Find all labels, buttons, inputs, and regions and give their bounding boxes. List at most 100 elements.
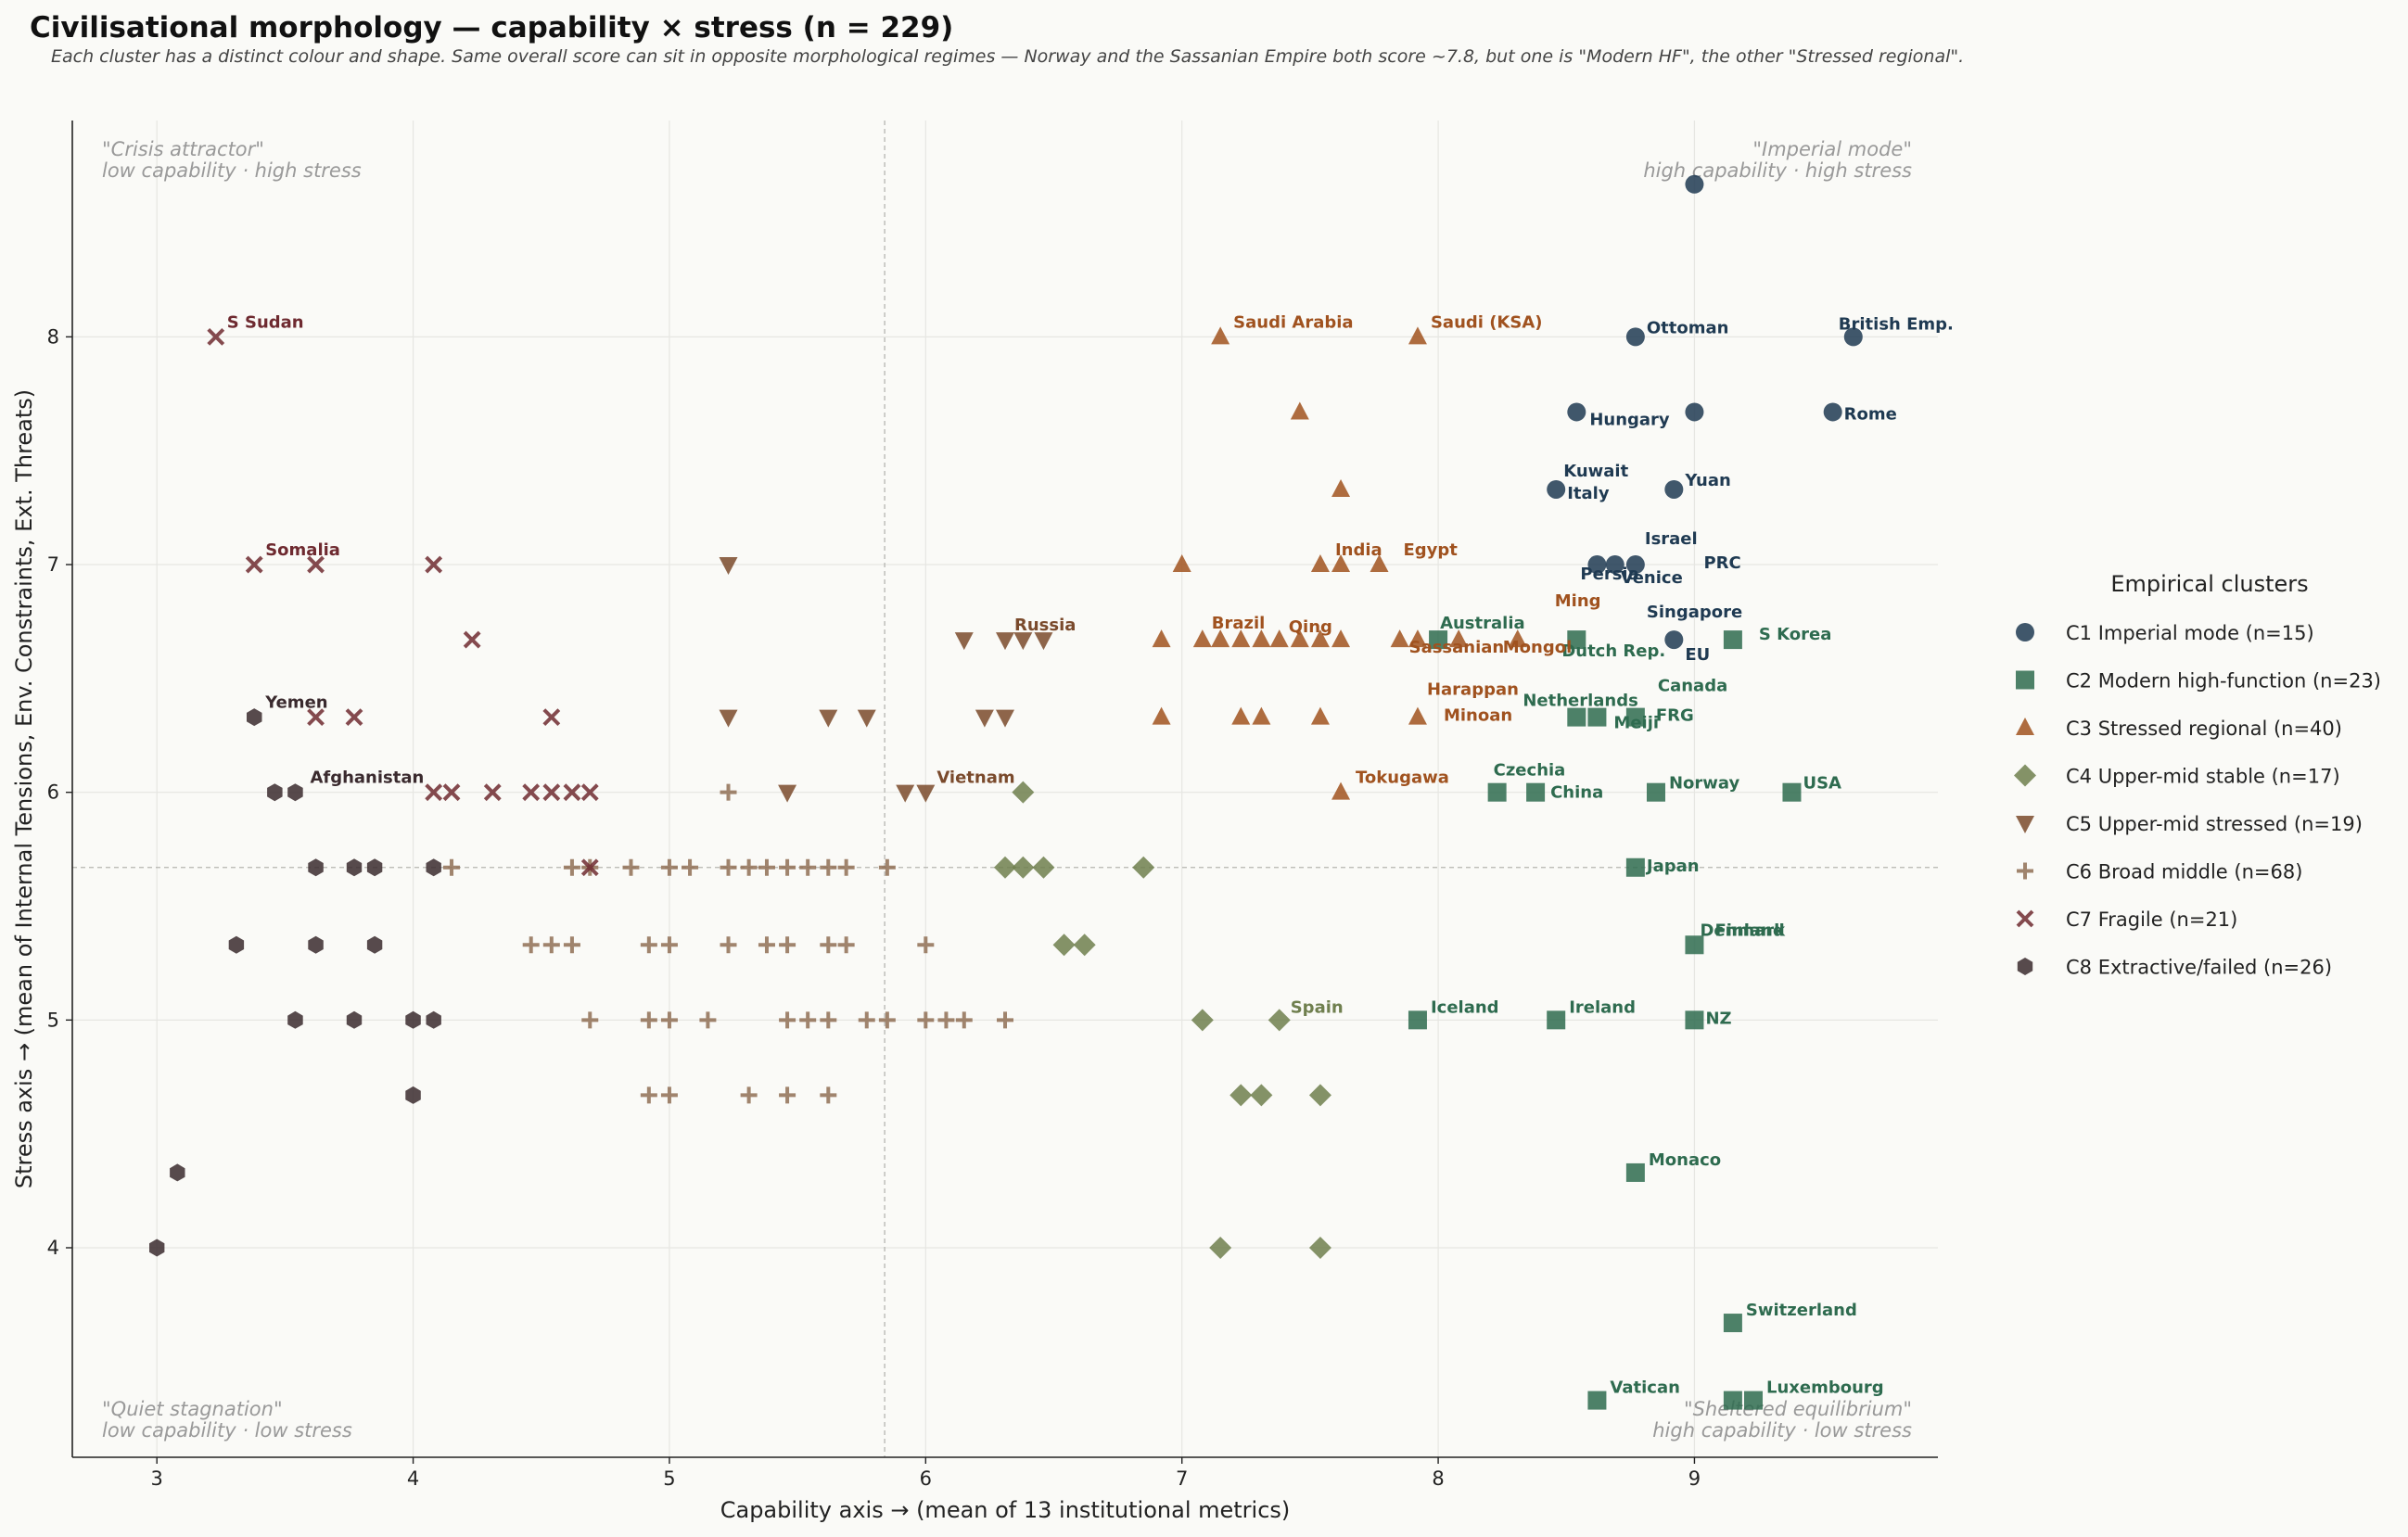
point-label: Mongol xyxy=(1503,638,1573,657)
data-point xyxy=(1290,401,1309,420)
data-point xyxy=(580,783,599,802)
data-point xyxy=(1250,1084,1273,1107)
data-point xyxy=(1209,1236,1232,1259)
data-point xyxy=(1268,1009,1291,1032)
data-point xyxy=(1013,632,1033,651)
data-point xyxy=(660,858,678,876)
point-label: Meiji xyxy=(1613,714,1659,733)
data-point xyxy=(1370,554,1389,573)
data-point xyxy=(366,935,383,954)
data-point xyxy=(878,858,896,876)
data-point xyxy=(858,1011,875,1029)
data-point xyxy=(996,632,1014,651)
legend-title: Empirical clusters xyxy=(2110,571,2308,597)
data-point xyxy=(1191,1009,1214,1032)
data-point xyxy=(1034,632,1053,651)
data-point xyxy=(820,1086,837,1104)
quadrant-description: high capability · low stress xyxy=(1652,1419,1912,1442)
quadrant-description: low capability · low stress xyxy=(102,1419,352,1442)
point-label: Venice xyxy=(1621,568,1683,588)
point-label: Brazil xyxy=(1212,614,1266,633)
data-point xyxy=(699,1011,717,1029)
data-point xyxy=(1625,555,1645,575)
data-point xyxy=(345,708,363,727)
x-tick-label: 9 xyxy=(1688,1467,1701,1490)
legend-marker xyxy=(2016,670,2034,690)
point-label: Egypt xyxy=(1404,540,1459,560)
data-point xyxy=(1723,1391,1742,1410)
data-point xyxy=(1231,629,1251,648)
data-point xyxy=(1567,630,1586,650)
point-label: British Emp. xyxy=(1839,314,1954,334)
data-point xyxy=(682,858,699,876)
data-point xyxy=(1625,327,1645,347)
data-point xyxy=(820,858,837,876)
point-label: Yuan xyxy=(1684,471,1731,490)
data-point xyxy=(287,1010,303,1029)
point-label: Yemen xyxy=(264,693,327,713)
point-label: Rome xyxy=(1844,404,1897,424)
point-label: S Sudan xyxy=(227,312,304,332)
point-label: USA xyxy=(1803,774,1841,794)
point-labels: Ottoman British Emp. Hungary Rome Kuwait Ital… xyxy=(227,312,1954,1397)
point-label: EU xyxy=(1685,645,1710,665)
data-point xyxy=(149,1238,165,1257)
data-point xyxy=(1012,856,1035,879)
point-label: NZ xyxy=(1705,1009,1731,1028)
data-point xyxy=(1269,629,1289,648)
data-point xyxy=(463,630,481,649)
data-point xyxy=(228,935,245,954)
data-point xyxy=(1408,706,1427,725)
data-point xyxy=(994,856,1016,879)
x-tick-label: 3 xyxy=(151,1467,163,1490)
x-tick-label: 5 xyxy=(663,1467,675,1490)
data-point xyxy=(857,709,876,728)
quadrant-description: low capability · high stress xyxy=(102,159,362,182)
data-point xyxy=(1487,782,1507,802)
y-tick-label: 4 xyxy=(47,1237,59,1259)
data-point xyxy=(1685,402,1704,422)
y-tick-label: 7 xyxy=(47,553,59,576)
legend-item-label: C4 Upper-mid stable (n=17) xyxy=(2066,766,2340,788)
data-point xyxy=(346,858,363,877)
data-point xyxy=(917,936,935,954)
data-point xyxy=(1252,706,1271,725)
point-label: Sassanian xyxy=(1409,638,1505,657)
quadrant-title: "Quiet stagnation" xyxy=(102,1398,283,1420)
point-label: Harappan xyxy=(1427,680,1519,700)
legend-marker xyxy=(2017,862,2033,880)
data-point xyxy=(1310,706,1330,725)
data-point xyxy=(1526,782,1546,802)
data-point xyxy=(1152,629,1171,648)
point-label: Kuwait xyxy=(1563,462,1628,481)
data-point xyxy=(245,555,263,574)
data-point xyxy=(740,1086,758,1104)
data-point xyxy=(740,858,758,876)
data-point xyxy=(758,858,775,876)
point-label: Vietnam xyxy=(936,768,1014,788)
data-point xyxy=(563,783,581,802)
data-point xyxy=(307,708,325,727)
data-point xyxy=(1052,934,1076,957)
x-tick-label: 7 xyxy=(1176,1467,1188,1490)
legend-item-label: C1 Imperial mode (n=15) xyxy=(2066,622,2314,644)
legend-marker xyxy=(2016,909,2034,928)
point-label: Vatican xyxy=(1610,1378,1680,1398)
point-label: Minoan xyxy=(1444,706,1512,726)
data-point xyxy=(779,858,796,876)
data-point xyxy=(975,709,994,728)
data-point xyxy=(1132,856,1155,879)
data-point xyxy=(720,783,737,801)
data-point xyxy=(425,783,443,802)
data-point xyxy=(1685,1010,1704,1030)
point-label: Hungary xyxy=(1589,410,1670,429)
data-point xyxy=(720,936,737,954)
point-label: Monaco xyxy=(1649,1150,1721,1170)
legend-marker xyxy=(2016,816,2034,833)
data-point xyxy=(1664,630,1684,650)
data-point xyxy=(778,784,797,803)
point-label: Dutch Rep. xyxy=(1561,641,1665,661)
point-label: Somalia xyxy=(265,540,340,560)
data-point xyxy=(1331,478,1351,497)
data-point xyxy=(522,936,540,954)
